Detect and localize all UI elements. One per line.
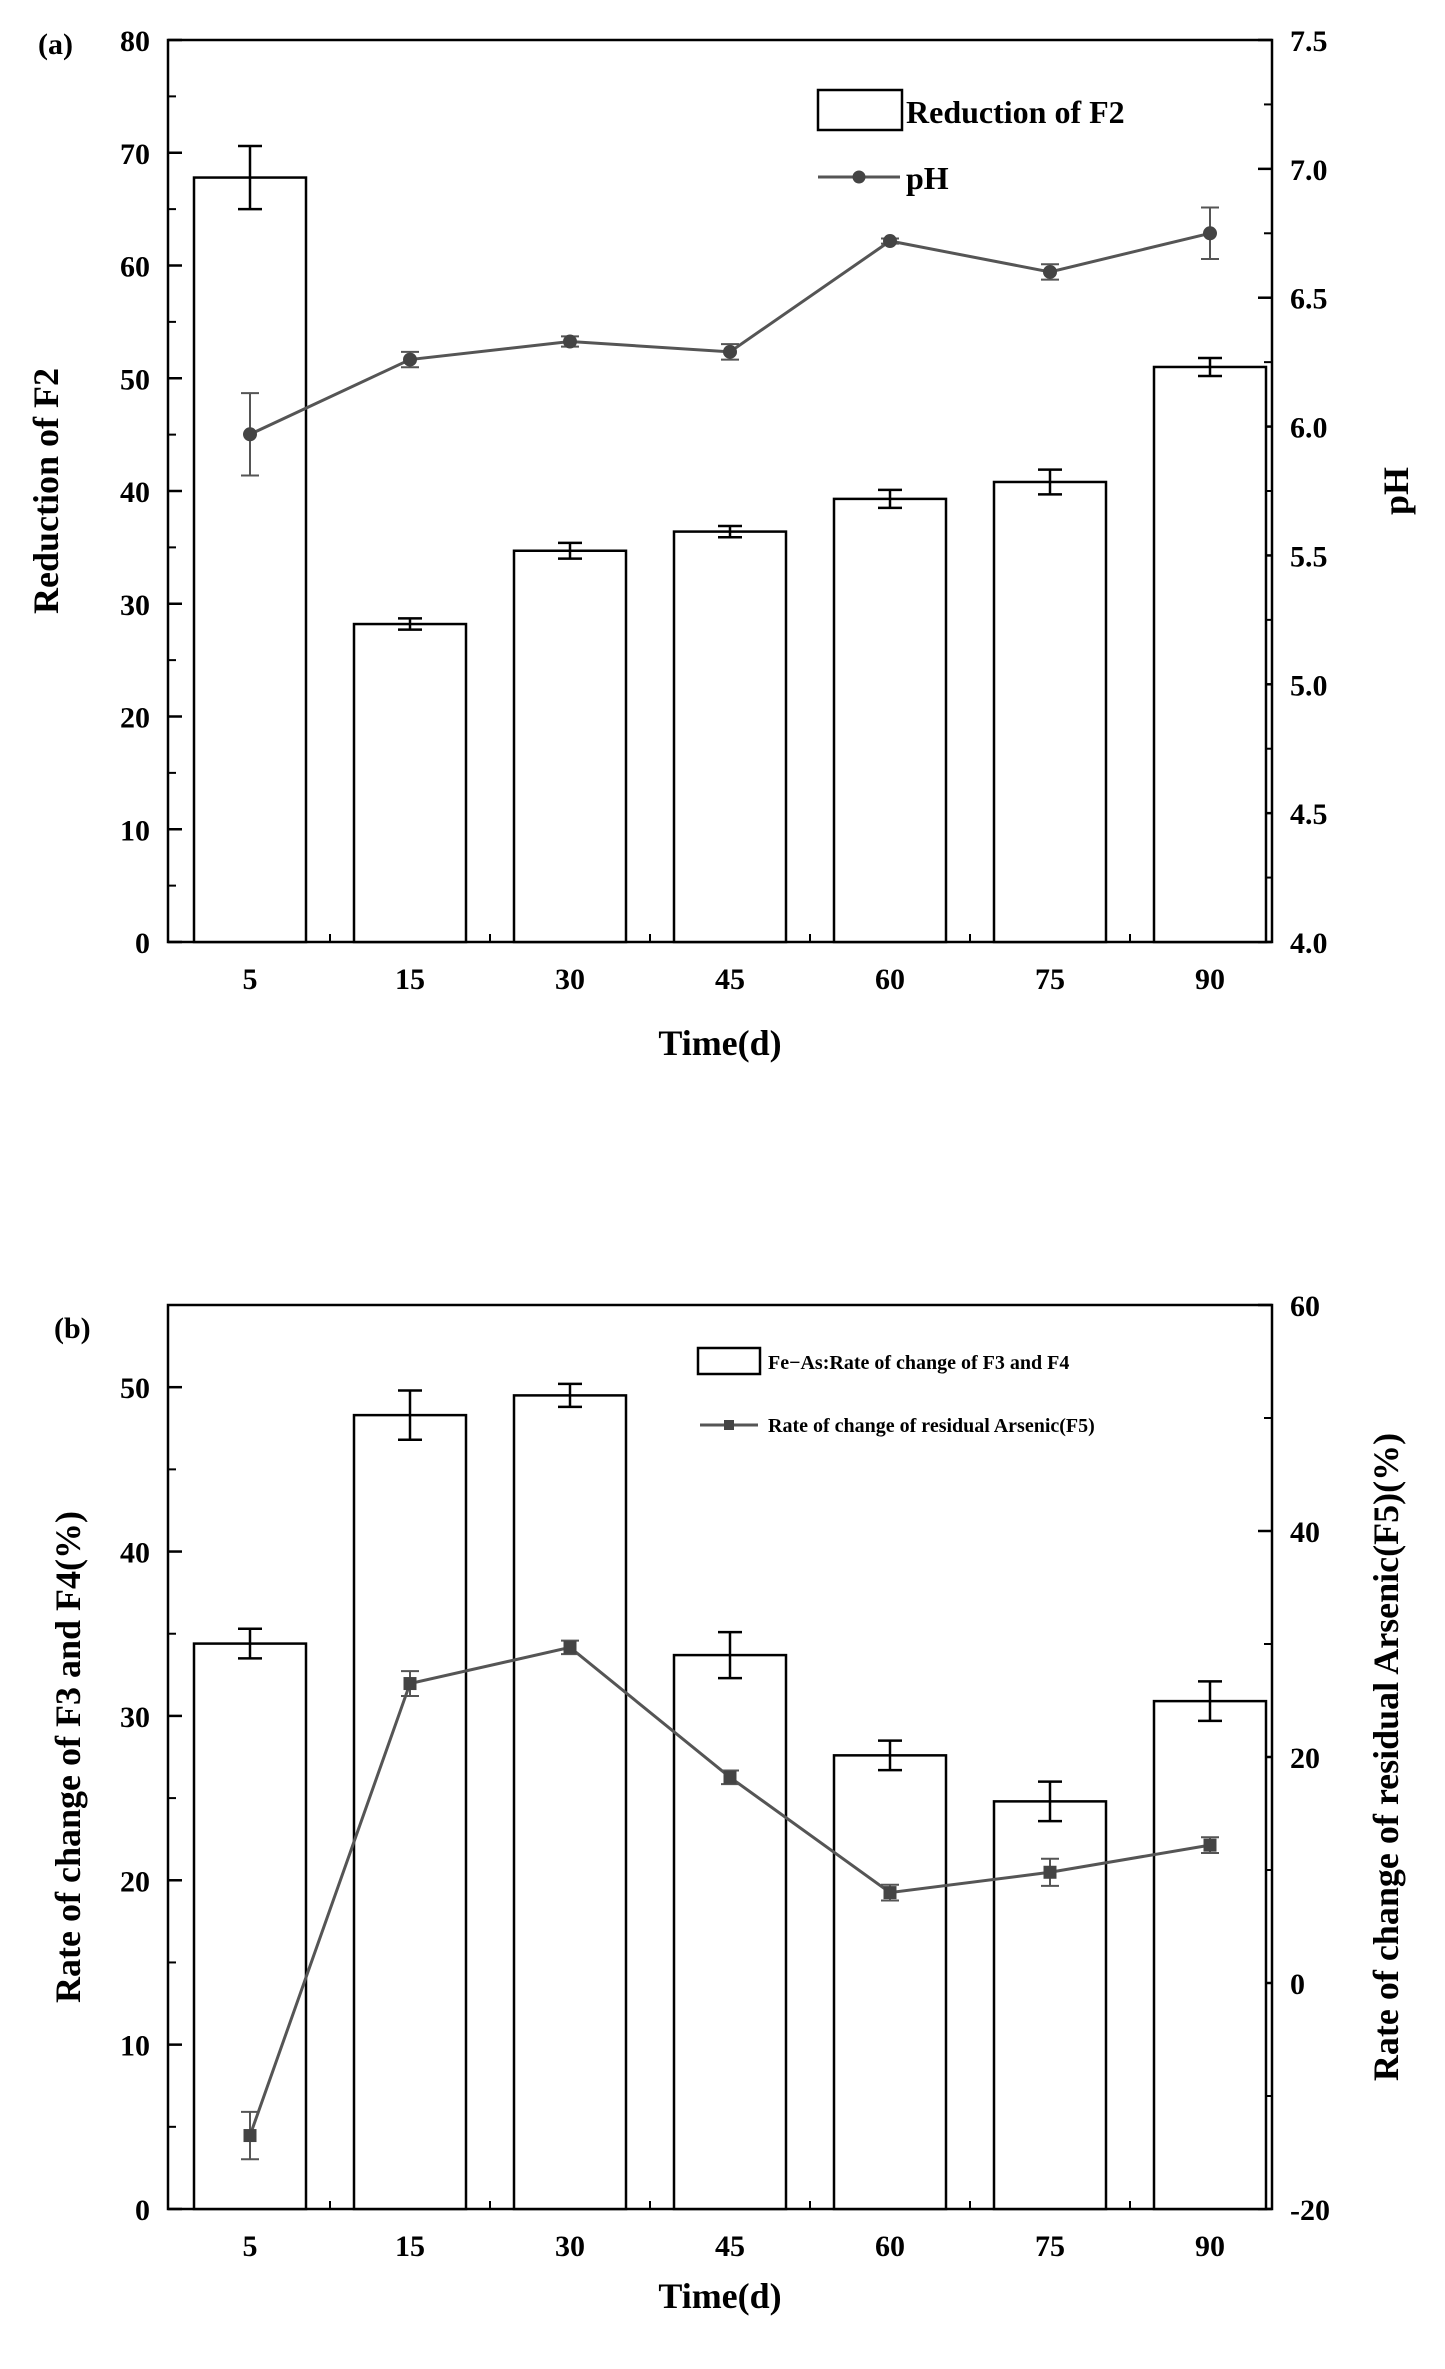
- legend-bar-swatch: [696, 1346, 762, 1376]
- x-tick-label: 90: [1195, 963, 1225, 996]
- line-point: [883, 234, 897, 249]
- x-tick-label: 90: [1195, 2230, 1225, 2263]
- line-point: [243, 427, 257, 442]
- bar: [832, 497, 948, 944]
- legend-bar-label: Fe−As:Rate of change of F3 and F4: [768, 1352, 1069, 1374]
- x-tick-label: 15: [395, 2230, 425, 2263]
- left-tick-label: 40: [120, 1537, 150, 1570]
- x-tick-label: 75: [1035, 963, 1065, 996]
- bar: [352, 622, 468, 944]
- left-tick-label: 30: [120, 1701, 150, 1734]
- x-axis-title: Time(d): [658, 2276, 781, 2316]
- right-tick-label: 40: [1290, 1516, 1320, 1549]
- left-tick-label: 50: [120, 1372, 150, 1405]
- left-tick-label: 80: [120, 25, 150, 58]
- left-tick-label: 60: [120, 251, 150, 284]
- x-tick-label: 15: [395, 963, 425, 996]
- line-series: [249, 231, 1211, 436]
- legend-line-marker: [724, 1420, 734, 1430]
- y-axis-title-left: Reduction of F2: [26, 368, 66, 614]
- x-tick-label: 5: [243, 2230, 258, 2263]
- legend-line-label: pH: [906, 160, 949, 196]
- bar: [192, 176, 308, 944]
- bar: [352, 1413, 468, 2211]
- right-tick-label: 7.0: [1290, 154, 1328, 187]
- line-point: [1203, 226, 1217, 241]
- right-tick-label: 4.5: [1290, 798, 1328, 831]
- left-tick-label: 10: [120, 814, 150, 847]
- line-point: [403, 1677, 417, 1691]
- bar: [512, 1394, 628, 2211]
- y-axis-title-right: pH: [1376, 467, 1416, 515]
- y-axis-title-left: Rate of change of F3 and F4(%): [48, 1511, 88, 2003]
- bar: [672, 1653, 788, 2211]
- right-tick-label: 6.0: [1290, 412, 1328, 445]
- bar: [1152, 1699, 1268, 2211]
- y-axis-title-right: Rate of change of residual Arsenic(F5)(%…: [1366, 1433, 1406, 2081]
- panel-label: (a): [38, 28, 73, 61]
- line-point: [1203, 1838, 1217, 1852]
- bar: [832, 1754, 948, 2211]
- x-tick-label: 5: [243, 963, 258, 996]
- line-point: [1043, 264, 1057, 279]
- right-tick-label: 0: [1290, 1968, 1305, 2001]
- line-point: [243, 2129, 257, 2143]
- right-tick-label: -20: [1290, 2194, 1330, 2227]
- right-tick-label: 20: [1290, 1742, 1320, 1775]
- left-tick-label: 30: [120, 589, 150, 622]
- left-tick-label: 20: [120, 702, 150, 735]
- right-tick-label: 6.5: [1290, 283, 1328, 316]
- left-tick-label: 0: [135, 2194, 150, 2227]
- panel-a-chart: 0 10 20 30 40 50 60 70 80 4.0 4.5 5.0 5.5 6.0 6.5 7.0 7.…: [26, 25, 1416, 1063]
- left-tick-label: 50: [120, 363, 150, 396]
- left-tick-label: 40: [120, 476, 150, 509]
- left-tick-label: 0: [135, 927, 150, 960]
- x-axis-title: Time(d): [658, 1023, 781, 1063]
- x-tick-label: 45: [715, 963, 745, 996]
- bar: [1152, 365, 1268, 944]
- line-point: [723, 1770, 737, 1784]
- right-tick-label: 5.0: [1290, 669, 1328, 702]
- line-point: [883, 1886, 897, 1900]
- bar: [512, 549, 628, 944]
- x-tick-label: 45: [715, 2230, 745, 2263]
- right-tick-label: 5.5: [1290, 540, 1328, 573]
- legend-line-marker: [852, 170, 866, 184]
- legend-line-label: Rate of change of residual Arsenic(F5): [768, 1415, 1095, 1437]
- x-tick-label: 60: [875, 2230, 905, 2263]
- left-tick-label: 10: [120, 2030, 150, 2063]
- bar: [992, 480, 1108, 944]
- right-tick-label: 7.5: [1290, 25, 1328, 58]
- line-point: [403, 352, 417, 367]
- right-tick-label: 4.0: [1290, 927, 1328, 960]
- panel-b-chart: 0 10 20 30 40 50 -20 0 20 40 60 5 15 30 45 60 75 90 Fe−As:…: [48, 1290, 1406, 2316]
- x-tick-label: 75: [1035, 2230, 1065, 2263]
- x-tick-label: 60: [875, 963, 905, 996]
- left-tick-label: 70: [120, 138, 150, 171]
- left-tick-label: 20: [120, 1865, 150, 1898]
- x-tick-label: 30: [555, 963, 585, 996]
- legend-bar-label: Reduction of F2: [906, 94, 1125, 130]
- legend-bar-swatch: [816, 88, 904, 132]
- line-point: [563, 1640, 577, 1654]
- line-point: [563, 334, 577, 349]
- bar: [672, 530, 788, 944]
- line-point: [723, 344, 737, 359]
- x-tick-label: 30: [555, 2230, 585, 2263]
- line-point: [1043, 1865, 1057, 1879]
- panel-label: (b): [54, 1312, 91, 1345]
- right-tick-label: 60: [1290, 1290, 1320, 1323]
